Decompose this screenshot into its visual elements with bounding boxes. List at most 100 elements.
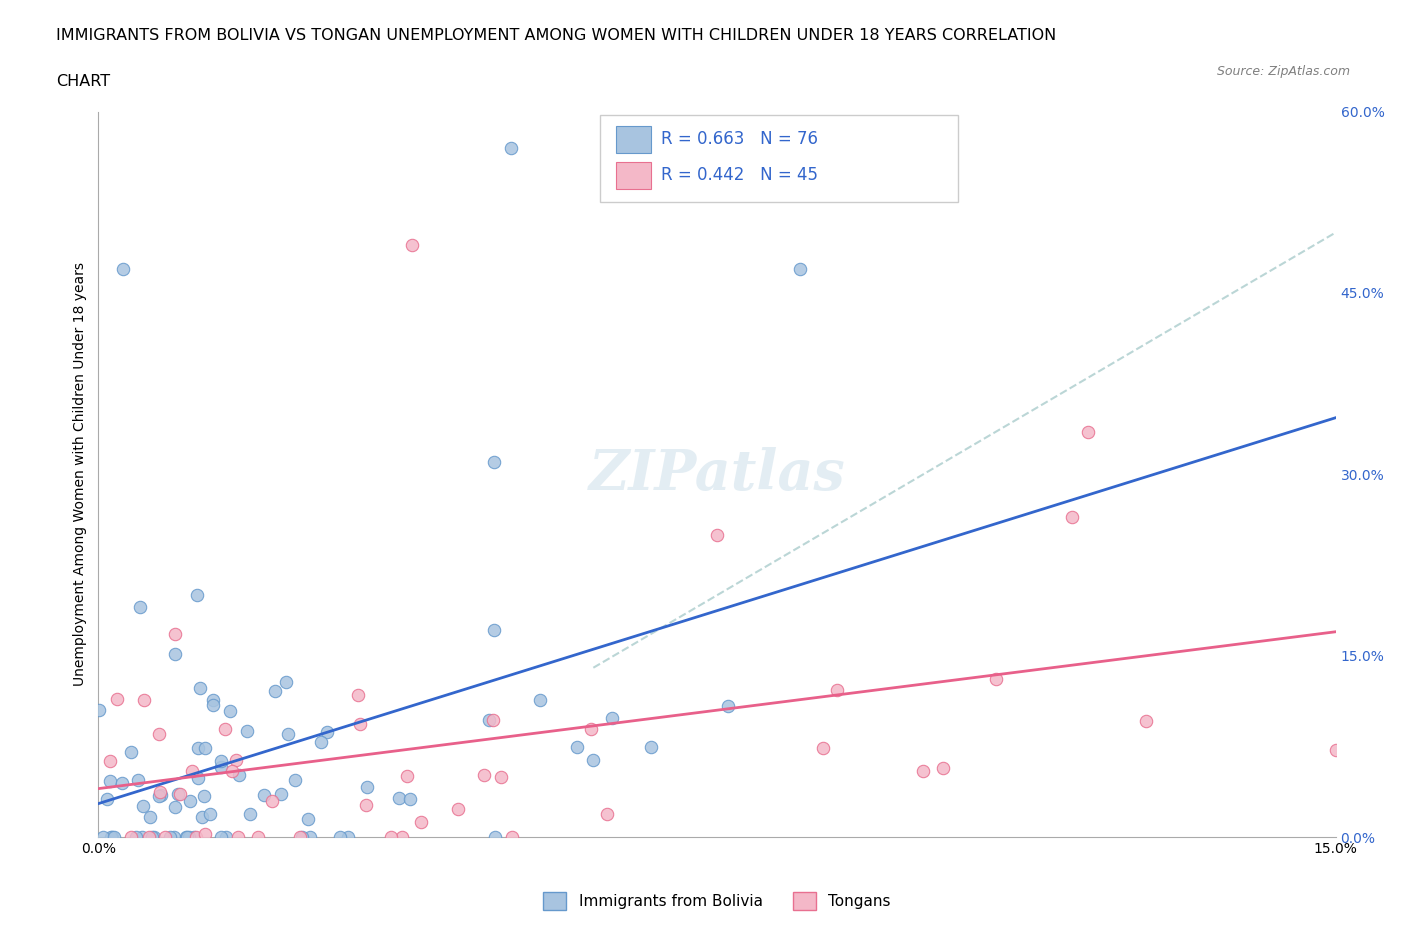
Immigrants from Bolivia	[478, 713, 501, 728]
Immigrants from Bolivia	[337, 830, 360, 844]
Immigrants from Bolivia	[253, 788, 276, 803]
Tongans	[148, 726, 170, 741]
Tongans	[134, 693, 156, 708]
Tongans	[706, 527, 728, 542]
Tongans	[472, 767, 495, 782]
Immigrants from Bolivia	[193, 789, 215, 804]
Tongans	[226, 830, 249, 844]
Immigrants from Bolivia	[141, 830, 163, 844]
Immigrants from Bolivia	[127, 773, 149, 788]
Immigrants from Bolivia	[149, 788, 172, 803]
Immigrants from Bolivia	[166, 786, 188, 801]
Legend: Immigrants from Bolivia, Tongans: Immigrants from Bolivia, Tongans	[537, 885, 897, 916]
Immigrants from Bolivia	[143, 830, 166, 844]
Immigrants from Bolivia	[299, 830, 322, 844]
Immigrants from Bolivia	[270, 786, 292, 801]
Immigrants from Bolivia	[162, 830, 184, 844]
Immigrants from Bolivia	[201, 698, 224, 712]
Immigrants from Bolivia	[356, 779, 378, 794]
Text: R = 0.663   N = 76: R = 0.663 N = 76	[661, 130, 818, 148]
Immigrants from Bolivia	[388, 790, 411, 805]
FancyBboxPatch shape	[616, 126, 651, 153]
Immigrants from Bolivia	[565, 739, 588, 754]
Immigrants from Bolivia	[100, 830, 122, 844]
Immigrants from Bolivia	[235, 724, 257, 738]
Tongans	[214, 722, 236, 737]
Immigrants from Bolivia	[87, 703, 110, 718]
Tongans	[811, 740, 834, 755]
Text: IMMIGRANTS FROM BOLIVIA VS TONGAN UNEMPLOYMENT AMONG WOMEN WITH CHILDREN UNDER 1: IMMIGRANTS FROM BOLIVIA VS TONGAN UNEMPL…	[56, 28, 1056, 43]
Immigrants from Bolivia	[176, 830, 198, 844]
Immigrants from Bolivia	[98, 774, 121, 789]
Tongans	[481, 712, 503, 727]
Immigrants from Bolivia	[91, 830, 114, 844]
Tongans	[1060, 510, 1083, 525]
Immigrants from Bolivia	[179, 794, 201, 809]
Tongans	[163, 627, 186, 642]
Tongans	[149, 784, 172, 799]
Immigrants from Bolivia	[176, 830, 198, 844]
Immigrants from Bolivia	[600, 711, 623, 725]
Text: R = 0.442   N = 45: R = 0.442 N = 45	[661, 166, 818, 184]
Immigrants from Bolivia	[717, 698, 740, 713]
Tongans	[169, 787, 191, 802]
Immigrants from Bolivia	[186, 588, 208, 603]
Immigrants from Bolivia	[297, 812, 319, 827]
Tongans	[986, 671, 1008, 686]
Immigrants from Bolivia	[202, 693, 225, 708]
FancyBboxPatch shape	[616, 163, 651, 189]
Tongans	[221, 764, 243, 778]
Tongans	[225, 752, 247, 767]
Tongans	[825, 683, 848, 698]
Immigrants from Bolivia	[482, 622, 505, 637]
Immigrants from Bolivia	[218, 704, 240, 719]
Text: Source: ZipAtlas.com: Source: ZipAtlas.com	[1216, 65, 1350, 78]
Immigrants from Bolivia	[100, 830, 122, 844]
Immigrants from Bolivia	[188, 681, 211, 696]
Immigrants from Bolivia	[183, 830, 205, 844]
Immigrants from Bolivia	[329, 830, 352, 844]
Immigrants from Bolivia	[277, 727, 299, 742]
Tongans	[581, 722, 603, 737]
Immigrants from Bolivia	[398, 791, 420, 806]
Tongans	[1324, 742, 1347, 757]
Immigrants from Bolivia	[177, 830, 200, 844]
Immigrants from Bolivia	[165, 647, 187, 662]
Immigrants from Bolivia	[131, 798, 153, 813]
Immigrants from Bolivia	[187, 740, 209, 755]
Tongans	[354, 798, 377, 813]
Tongans	[186, 830, 208, 844]
Tongans	[1135, 714, 1157, 729]
Immigrants from Bolivia	[187, 770, 209, 785]
Y-axis label: Unemployment Among Women with Children Under 18 years: Unemployment Among Women with Children U…	[73, 262, 87, 686]
Tongans	[447, 802, 470, 817]
Tongans	[98, 754, 121, 769]
Tongans	[180, 764, 202, 778]
Tongans	[489, 769, 512, 784]
Tongans	[1077, 424, 1099, 440]
Immigrants from Bolivia	[120, 745, 142, 760]
Immigrants from Bolivia	[228, 767, 250, 782]
Immigrants from Bolivia	[529, 692, 551, 707]
Tongans	[260, 793, 283, 808]
Immigrants from Bolivia	[316, 724, 339, 739]
Tongans	[193, 827, 215, 842]
Tongans	[120, 830, 142, 844]
Immigrants from Bolivia	[274, 675, 297, 690]
Tongans	[138, 830, 160, 844]
Immigrants from Bolivia	[209, 830, 232, 844]
Immigrants from Bolivia	[159, 830, 181, 844]
Immigrants from Bolivia	[209, 753, 232, 768]
FancyBboxPatch shape	[599, 115, 959, 203]
Tongans	[153, 830, 176, 844]
Tongans	[391, 830, 413, 844]
Immigrants from Bolivia	[111, 776, 134, 790]
Immigrants from Bolivia	[163, 800, 186, 815]
Immigrants from Bolivia	[215, 830, 238, 844]
Immigrants from Bolivia	[139, 809, 162, 824]
Tongans	[288, 830, 311, 844]
Immigrants from Bolivia	[789, 261, 811, 276]
Tongans	[912, 763, 935, 777]
Tongans	[931, 760, 953, 775]
Tongans	[105, 692, 128, 707]
